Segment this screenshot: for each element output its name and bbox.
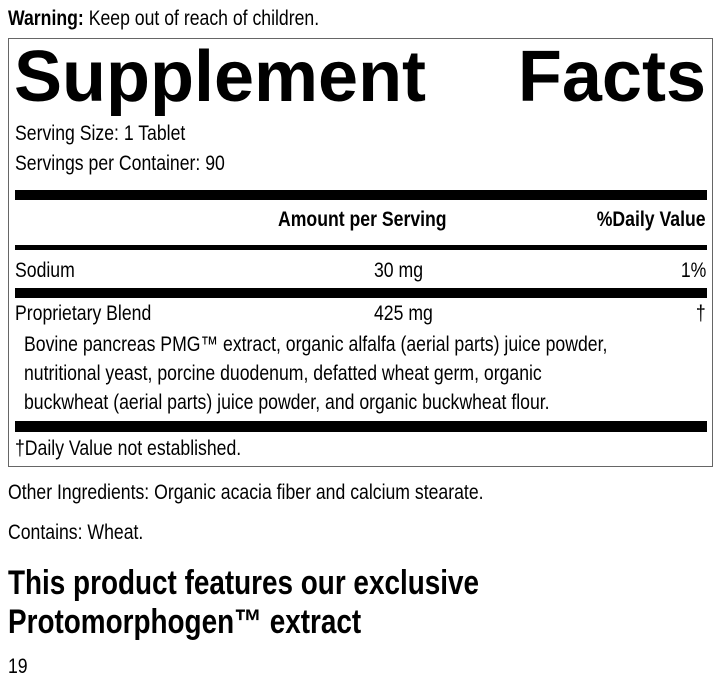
row-name: Sodium: [15, 259, 75, 282]
row-dv: †: [696, 302, 706, 325]
servings-per-container: Servings per Container: 90: [15, 152, 225, 175]
blend-ingredients-line: Bovine pancreas PMG™ extract, organic al…: [24, 333, 608, 356]
warning-label: Warning:: [8, 7, 84, 30]
footnote: †Daily Value not established.: [15, 437, 242, 460]
warning: Warning: Keep out of reach of children.: [8, 7, 319, 31]
divider-thick: [15, 421, 707, 432]
row-dv: 1%: [680, 259, 706, 282]
row-amount: 30 mg: [374, 259, 424, 282]
divider-medium: [15, 245, 707, 250]
divider-thick: [15, 288, 707, 298]
serving-size: Serving Size: 1 Tablet: [15, 122, 186, 145]
headline-line: This product features our exclusive: [8, 564, 480, 602]
header-daily-value: %Daily Value: [597, 208, 706, 231]
contains-allergens: Contains: Wheat.: [8, 521, 144, 544]
facts-title-right: Facts: [517, 37, 706, 117]
row-amount: 425 mg: [374, 302, 433, 325]
other-ingredients: Other Ingredients: Organic acacia fiber …: [8, 481, 484, 504]
row-name: Proprietary Blend: [15, 302, 152, 325]
warning-text: Keep out of reach of children.: [88, 7, 320, 30]
facts-title-left: Supplement: [14, 37, 427, 117]
page-number: 19: [8, 655, 28, 678]
header-amount: Amount per Serving: [278, 208, 447, 231]
divider-thick: [15, 190, 707, 200]
headline-line: Protomorphogen™ extract: [8, 603, 362, 641]
supplement-facts-panel: [8, 38, 713, 467]
blend-ingredients-line: buckwheat (aerial parts) juice powder, a…: [24, 391, 550, 414]
blend-ingredients-line: nutritional yeast, porcine duodenum, def…: [24, 362, 542, 385]
